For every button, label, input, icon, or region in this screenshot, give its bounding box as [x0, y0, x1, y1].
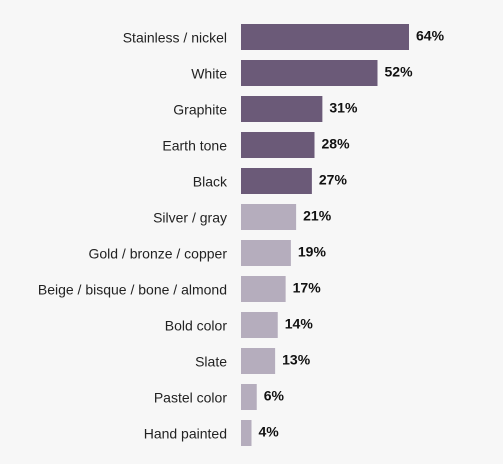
bar	[241, 420, 252, 446]
value-label: 4%	[259, 424, 280, 440]
value-label: 19%	[298, 244, 327, 260]
value-label: 64%	[416, 28, 445, 44]
value-label: 27%	[319, 172, 348, 188]
bar	[241, 348, 276, 374]
value-label: 13%	[282, 352, 311, 368]
category-label: Black	[193, 174, 228, 190]
value-label: 14%	[285, 316, 314, 332]
category-label: Bold color	[165, 318, 228, 334]
category-label: Gold / bronze / copper	[88, 246, 227, 262]
bar	[241, 312, 278, 338]
category-label: Slate	[195, 354, 227, 370]
category-label: Hand painted	[144, 426, 227, 442]
bar	[241, 384, 257, 410]
bar	[241, 240, 291, 266]
category-label: Graphite	[173, 102, 227, 118]
bar	[241, 132, 315, 158]
category-label: Stainless / nickel	[123, 30, 227, 46]
value-label: 17%	[293, 280, 322, 296]
bar	[241, 204, 297, 230]
category-label: Pastel color	[154, 390, 227, 406]
category-label: Earth tone	[162, 138, 227, 154]
bar	[241, 96, 323, 122]
bar	[241, 24, 409, 50]
value-label: 31%	[329, 100, 358, 116]
category-label: Silver / gray	[153, 210, 227, 226]
bar	[241, 168, 312, 194]
category-label: Beige / bisque / bone / almond	[38, 282, 227, 298]
value-label: 28%	[322, 136, 351, 152]
value-label: 52%	[385, 64, 414, 80]
bar	[241, 60, 378, 86]
bar	[241, 276, 286, 302]
category-label: White	[191, 66, 227, 82]
value-label: 6%	[264, 388, 285, 404]
value-label: 21%	[303, 208, 332, 224]
